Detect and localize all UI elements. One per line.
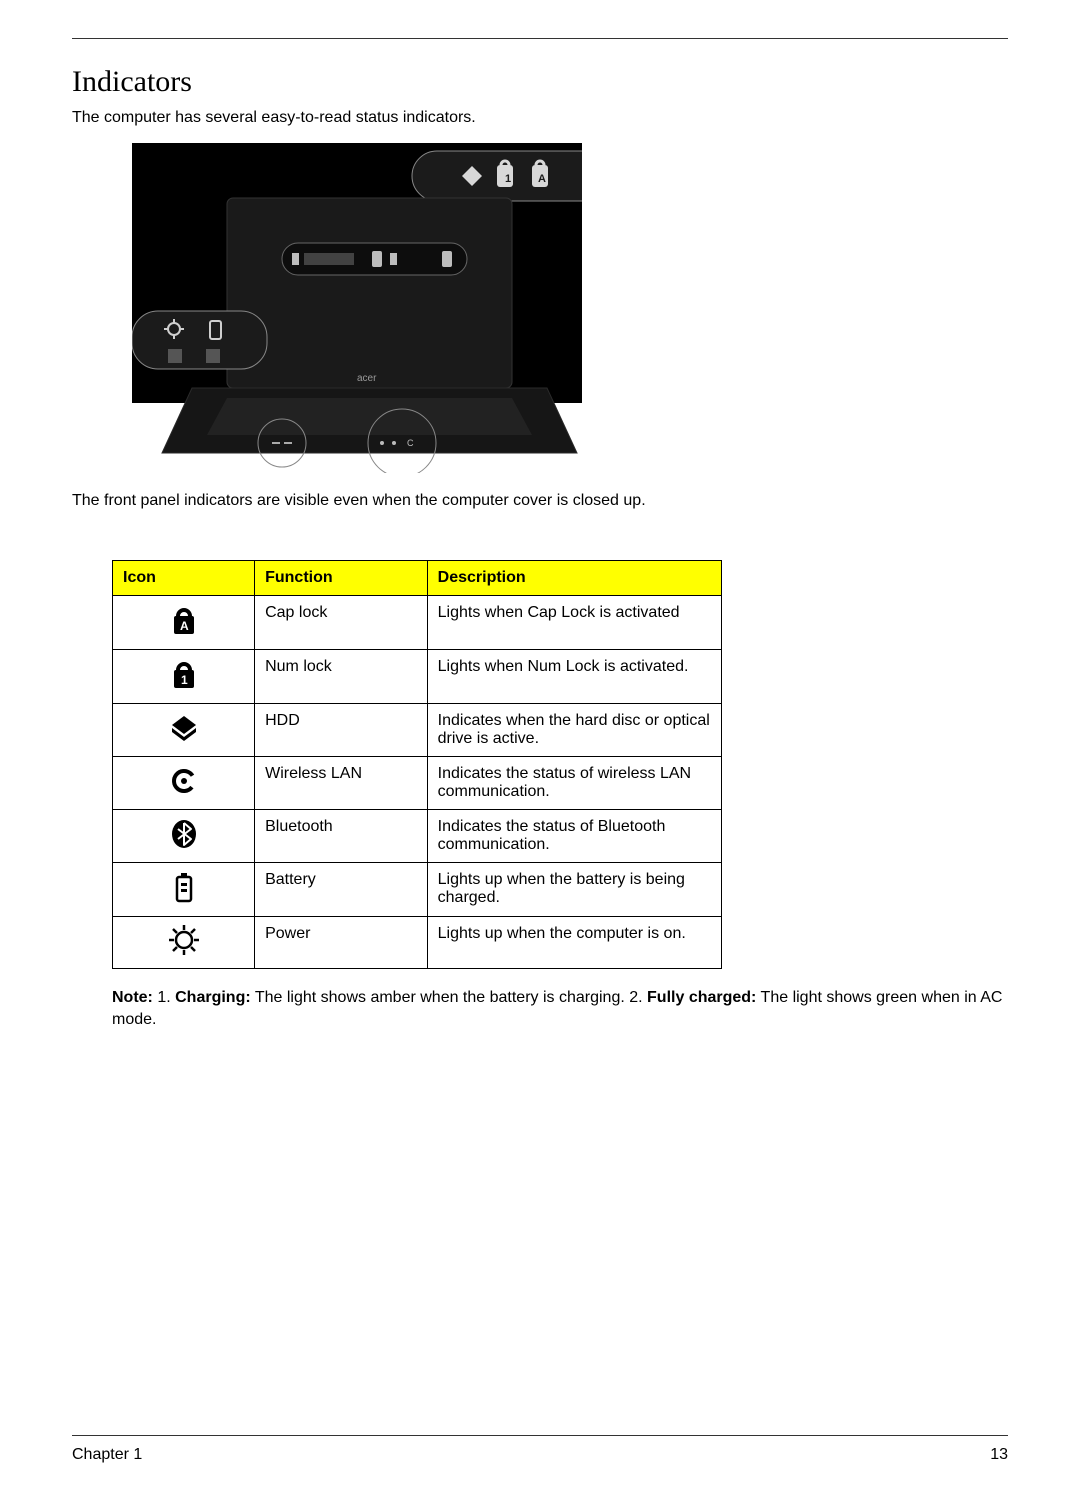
note-text: Note: 1. Charging: The light shows amber… (112, 987, 1008, 1030)
bluetooth-icon-cell (113, 810, 255, 863)
note-item1-text: The light shows amber when the battery i… (255, 989, 625, 1006)
cell-description: Indicates the status of wireless LAN com… (427, 757, 721, 810)
bluetooth-icon (170, 819, 198, 849)
intro-text: The computer has several easy-to-read st… (72, 109, 1008, 127)
table-header-row: Icon Function Description (113, 561, 722, 596)
footer-chapter: Chapter 1 (72, 1446, 142, 1464)
indicator-table: Icon Function Description A Cap lock Lig… (112, 560, 722, 969)
svg-text:1: 1 (505, 173, 511, 185)
table-row: Battery Lights up when the battery is be… (113, 863, 722, 917)
hdd-icon (169, 713, 199, 743)
hdd-icon-cell (113, 704, 255, 757)
cell-description: Lights up when the battery is being char… (427, 863, 721, 917)
cell-function: Battery (255, 863, 428, 917)
cell-function: HDD (255, 704, 428, 757)
caplock-icon-cell: A (113, 596, 255, 650)
page-footer: Chapter 1 13 (72, 1435, 1008, 1464)
power-icon-cell (113, 917, 255, 969)
cell-description: Indicates the status of Bluetooth commun… (427, 810, 721, 863)
caplock-icon: A (170, 604, 198, 636)
table-row: HDD Indicates when the hard disc or opti… (113, 704, 722, 757)
wlan-icon-cell (113, 757, 255, 810)
note-item1-label: Charging: (175, 989, 251, 1006)
battery-icon-cell (113, 863, 255, 917)
note-prefix: Note: (112, 989, 153, 1006)
top-rule (72, 38, 1008, 39)
table-row: Power Lights up when the computer is on. (113, 917, 722, 969)
numlock-icon-cell: 1 (113, 650, 255, 704)
footer-page-number: 13 (990, 1446, 1008, 1464)
header-icon: Icon (113, 561, 255, 596)
cell-function: Cap lock (255, 596, 428, 650)
table-row: Bluetooth Indicates the status of Blueto… (113, 810, 722, 863)
svg-text:A: A (180, 619, 189, 633)
svg-text:1: 1 (181, 673, 188, 687)
svg-text:acer: acer (357, 373, 377, 384)
figure-caption: The front panel indicators are visible e… (72, 492, 1008, 510)
footer-rule (72, 1435, 1008, 1436)
table-row: 1 Num lock Lights when Num Lock is activ… (113, 650, 722, 704)
cell-function: Wireless LAN (255, 757, 428, 810)
page-title: Indicators (72, 65, 1008, 99)
cell-description: Lights when Num Lock is activated. (427, 650, 721, 704)
header-function: Function (255, 561, 428, 596)
cell-description: Lights up when the computer is on. (427, 917, 721, 969)
table-row: A Cap lock Lights when Cap Lock is activ… (113, 596, 722, 650)
battery-icon (174, 871, 194, 903)
cell-function: Power (255, 917, 428, 969)
cell-function: Num lock (255, 650, 428, 704)
cell-description: Indicates when the hard disc or optical … (427, 704, 721, 757)
header-description: Description (427, 561, 721, 596)
numlock-icon: 1 (170, 658, 198, 690)
svg-text:A: A (538, 173, 546, 185)
note-item2-label: Fully charged: (647, 989, 756, 1006)
indicator-figure: 1 A (132, 143, 582, 478)
power-icon (169, 925, 199, 955)
table-row: Wireless LAN Indicates the status of wir… (113, 757, 722, 810)
wlan-icon (169, 766, 199, 796)
cell-function: Bluetooth (255, 810, 428, 863)
cell-description: Lights when Cap Lock is activated (427, 596, 721, 650)
svg-text:C: C (407, 438, 414, 448)
